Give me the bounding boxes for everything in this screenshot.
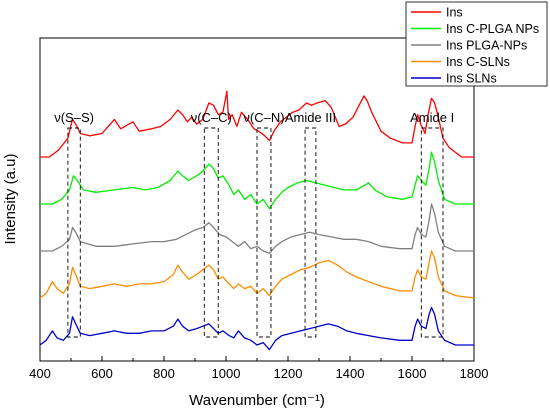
legend-label: Ins C-SLNs [446,55,510,69]
annotation-box [304,127,317,338]
x-tick-label: 1200 [274,366,303,381]
series-layer [39,90,475,351]
annotation-label: ν(S–S) [54,110,94,125]
annotation-label: Amide III [285,110,336,125]
legend-box [405,1,548,87]
x-axis-title: Wavenumber (cm⁻¹) [189,392,325,409]
series-line-5 [39,306,474,351]
x-tick-label: 600 [91,366,113,381]
annotation-box [256,127,272,338]
x-tick-label: 1800 [460,366,489,381]
series-line-2 [40,151,474,210]
legend-label: Ins [446,6,463,20]
annotation-box [420,127,444,338]
annotation-label: ν(C–C) [191,110,232,125]
series-line-3 [40,203,474,254]
legend-label: Ins SLNs [446,72,497,86]
annotation-label: Amide I [410,110,454,125]
x-tick-label: 800 [153,366,175,381]
x-tick-label: 1600 [398,366,427,381]
annotation-box [67,127,81,338]
y-axis-title: Intensity (a.u) [2,154,19,245]
legend: Ins Ins C-PLGA NPs Ins PLGA-NPs Ins C-SLNs I… [405,1,548,87]
x-tick-label: 1000 [212,366,241,381]
annotation-label: ν(C–N) [243,110,284,125]
annotation-box [203,127,219,338]
series-line-1 [40,90,474,158]
annotation-layer: ν(S–S) ν(C–C) ν(C–N) Amide III Amide I [54,110,454,338]
legend-label: Ins PLGA-NPs [446,39,527,53]
x-tick-label: 400 [29,366,51,381]
legend-label: Ins C-PLGA NPs [446,22,539,36]
x-tick-label: 1400 [336,366,365,381]
series-line-4 [39,250,475,299]
x-axis: 400 600 800 1000 1200 1400 1600 1800 [29,356,488,381]
